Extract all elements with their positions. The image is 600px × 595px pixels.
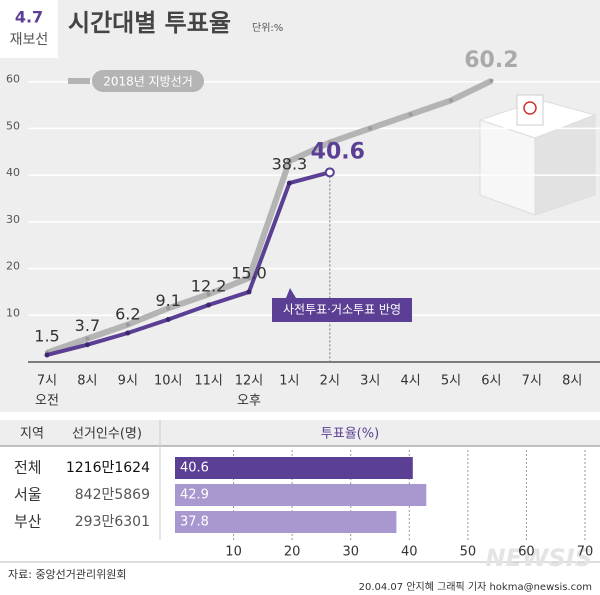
value-label: 1.5 bbox=[34, 326, 59, 345]
bar bbox=[175, 511, 397, 533]
row-label: 전체 bbox=[14, 459, 42, 477]
bar bbox=[175, 484, 427, 506]
x-tick-label: 8시 bbox=[562, 374, 582, 389]
value-label: 9.1 bbox=[155, 291, 180, 310]
x-tick-label: 40 bbox=[401, 545, 418, 560]
data-point bbox=[165, 316, 171, 322]
value-label: 12.2 bbox=[191, 277, 227, 296]
x-tick-label: 6시 bbox=[481, 374, 501, 389]
value-label: 3.7 bbox=[75, 316, 100, 335]
data-point bbox=[206, 292, 211, 297]
row-count: 293만6301 bbox=[75, 514, 150, 530]
value-label: 40.6 bbox=[311, 139, 365, 164]
source: 자료: 중앙선거관리위원회 bbox=[8, 568, 127, 581]
row-count: 1216만1624 bbox=[66, 460, 150, 476]
x-tick-label: 70 bbox=[577, 545, 594, 560]
x-tick-label: 2시 bbox=[320, 374, 340, 389]
value-label: 42.9 bbox=[180, 488, 209, 503]
bar bbox=[175, 457, 413, 479]
x-tick-label: 4시 bbox=[400, 374, 420, 389]
value-label: 6.2 bbox=[115, 305, 140, 324]
row-label: 부산 bbox=[14, 513, 42, 531]
x-tick-label: 7시 bbox=[522, 374, 542, 389]
data-point bbox=[286, 180, 292, 186]
y-tick-label: 50 bbox=[6, 119, 20, 132]
value-label: 37.8 bbox=[180, 515, 209, 530]
x-tick-label: 12시 bbox=[235, 374, 264, 389]
row-count: 842만5869 bbox=[75, 487, 150, 503]
ballot-box bbox=[478, 94, 597, 216]
badge-bottom: 재보선 bbox=[10, 32, 49, 48]
y-tick-label: 40 bbox=[6, 166, 20, 179]
x-tick-label: 10 bbox=[225, 545, 242, 560]
value-label: 38.3 bbox=[272, 155, 308, 174]
x-tick-label: 8시 bbox=[77, 374, 97, 389]
x-tick-label: 30 bbox=[342, 545, 359, 560]
annotation-pointer bbox=[286, 288, 296, 298]
x-tick-label: 5시 bbox=[441, 374, 461, 389]
x-tick-label: 9시 bbox=[118, 374, 138, 389]
data-point bbox=[247, 275, 251, 280]
credit: 20.04.07 안지혜 그래픽 기자 hokma@newsis.com bbox=[359, 581, 592, 593]
x-sublabel: 오전 bbox=[35, 394, 59, 409]
legend-box bbox=[92, 70, 204, 92]
data-point bbox=[246, 289, 252, 295]
x-tick-label: 20 bbox=[284, 545, 301, 560]
series-line bbox=[46, 170, 331, 357]
table-header: 투표율(%) bbox=[321, 427, 379, 442]
data-point bbox=[44, 352, 50, 358]
chart-background bbox=[0, 0, 600, 412]
data-point bbox=[206, 302, 212, 308]
badge-top: 4.7 bbox=[15, 8, 43, 27]
table-header: 지역 bbox=[20, 427, 44, 442]
data-point bbox=[85, 336, 90, 341]
x-sublabel: 오후 bbox=[237, 394, 261, 409]
data-point bbox=[125, 330, 131, 336]
data-point bbox=[489, 78, 494, 83]
data-point bbox=[287, 159, 292, 164]
y-tick-label: 10 bbox=[6, 306, 20, 319]
chart-title: 시간대별 투표율 bbox=[68, 9, 231, 37]
annotation: 사전투표·거소투표 반영 bbox=[283, 303, 401, 317]
series-line bbox=[46, 78, 493, 356]
badge bbox=[0, 0, 58, 58]
x-tick-label: 10시 bbox=[154, 374, 183, 389]
data-point bbox=[408, 112, 413, 117]
y-tick-label: 30 bbox=[6, 213, 20, 226]
data-point bbox=[84, 342, 90, 348]
data-point bbox=[166, 306, 171, 311]
y-tick-label: 20 bbox=[6, 260, 20, 273]
x-tick-label: 3시 bbox=[360, 374, 380, 389]
x-tick-label: 50 bbox=[460, 545, 477, 560]
value-label: 60.2 bbox=[464, 48, 518, 73]
annotation-box bbox=[272, 298, 412, 322]
data-point bbox=[449, 98, 453, 103]
x-tick-label: 1시 bbox=[279, 374, 299, 389]
data-point bbox=[327, 140, 332, 145]
data-point bbox=[324, 167, 335, 178]
row-label: 서울 bbox=[14, 486, 42, 504]
data-point bbox=[368, 126, 373, 131]
x-tick-label: 7시 bbox=[37, 374, 57, 389]
table-header: 선거인수(명) bbox=[72, 427, 142, 442]
data-point bbox=[125, 322, 130, 327]
unit-label: 단위:% bbox=[252, 21, 283, 34]
table-header-bg bbox=[0, 420, 600, 446]
legend-label: 2018년 지방선거 bbox=[103, 75, 193, 89]
x-tick-label: 11시 bbox=[194, 374, 223, 389]
watermark: NEWSIS bbox=[486, 544, 592, 572]
value-label: 40.6 bbox=[180, 461, 209, 476]
x-tick-label: 60 bbox=[518, 545, 535, 560]
y-tick-label: 60 bbox=[6, 73, 20, 86]
value-label: 15.0 bbox=[231, 263, 267, 282]
